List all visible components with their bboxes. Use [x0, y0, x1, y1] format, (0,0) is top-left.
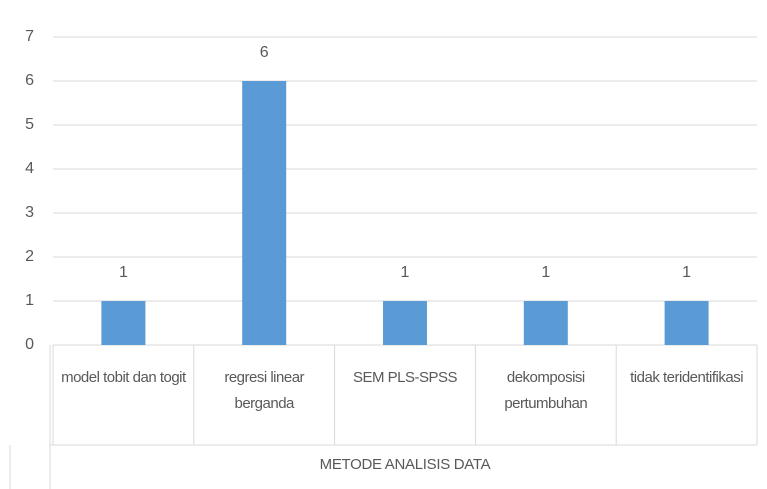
y-tick-label: 4: [25, 160, 34, 177]
bar: [242, 81, 287, 345]
x-axis-title: METODE ANALISIS DATA: [319, 456, 491, 473]
y-tick-label: 3: [25, 204, 34, 221]
y-tick-label: 7: [25, 28, 34, 45]
x-tick-label: SEM PLS-SPSS: [352, 369, 458, 386]
y-tick-label: 5: [25, 116, 34, 133]
bar: [523, 301, 568, 345]
y-tick-label: 1: [25, 292, 34, 309]
data-label: 1: [541, 264, 550, 281]
x-tick-label: regresi linear berganda: [224, 369, 305, 412]
data-label: 6: [260, 44, 269, 61]
bar: [383, 301, 427, 345]
data-label: 1: [682, 264, 691, 281]
y-tick-label: 6: [25, 72, 34, 89]
y-tick-label: 2: [25, 248, 34, 265]
y-tick-label: 0: [25, 336, 34, 353]
data-label: 1: [119, 264, 128, 281]
data-label: 1: [401, 264, 410, 281]
x-tick-label: model tobit dan togit: [61, 369, 186, 386]
bar: [664, 301, 709, 345]
x-tick-label: tidak teridentifikasi: [630, 369, 744, 386]
bar: [101, 301, 146, 345]
x-tick-label: dekomposisi pertumbuhan: [504, 369, 588, 412]
